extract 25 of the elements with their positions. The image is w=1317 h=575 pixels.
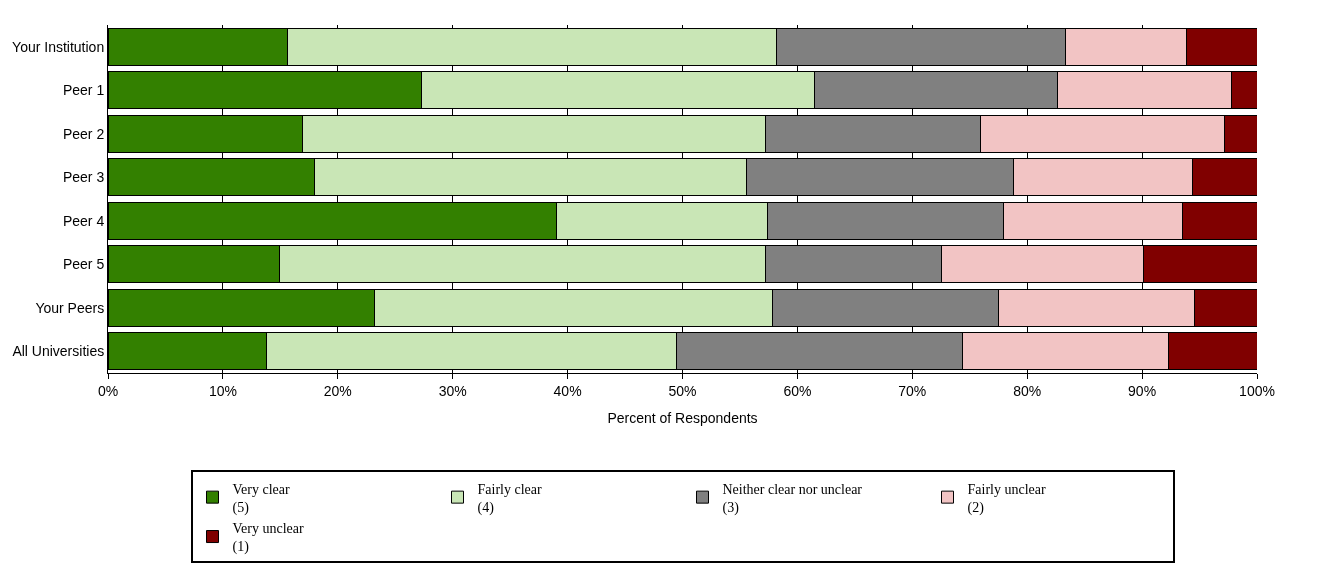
legend-label: Fairly clear (4) (477, 481, 542, 516)
x-tick-label: 50% (668, 382, 697, 399)
x-tick-label: 100% (1239, 382, 1275, 399)
x-tick-label: 0% (97, 382, 119, 399)
x-tick-label: 30% (438, 382, 467, 399)
x-tick-label: 40% (553, 382, 582, 399)
y-tick-label: Peer 2 (62, 125, 105, 142)
x-tick-label: 60% (783, 382, 812, 399)
x-tick-label: 70% (898, 382, 927, 399)
y-tick-label: Peer 3 (62, 169, 105, 186)
x-tick-label: 80% (1013, 382, 1042, 399)
y-tick-label: Your Peers (35, 299, 105, 316)
x-tick-label: 10% (208, 382, 237, 399)
legend-label: Neither clear nor unclear (3) (722, 481, 863, 516)
y-tick-label: All Universities (12, 343, 105, 360)
x-axis-title: Percent of Respondents (607, 410, 758, 427)
x-tick-label: 90% (1128, 382, 1157, 399)
y-tick-label: Peer 4 (62, 212, 105, 229)
y-tick-label: Peer 5 (62, 256, 105, 273)
y-tick-label: Your Institution (12, 38, 105, 55)
legend-label: Very unclear (1) (232, 520, 304, 556)
x-tick-label: 20% (323, 382, 352, 399)
legend-label: Very clear (5) (232, 481, 290, 516)
legend-label: Fairly unclear (2) (967, 481, 1046, 516)
y-tick-label: Peer 1 (62, 82, 105, 99)
